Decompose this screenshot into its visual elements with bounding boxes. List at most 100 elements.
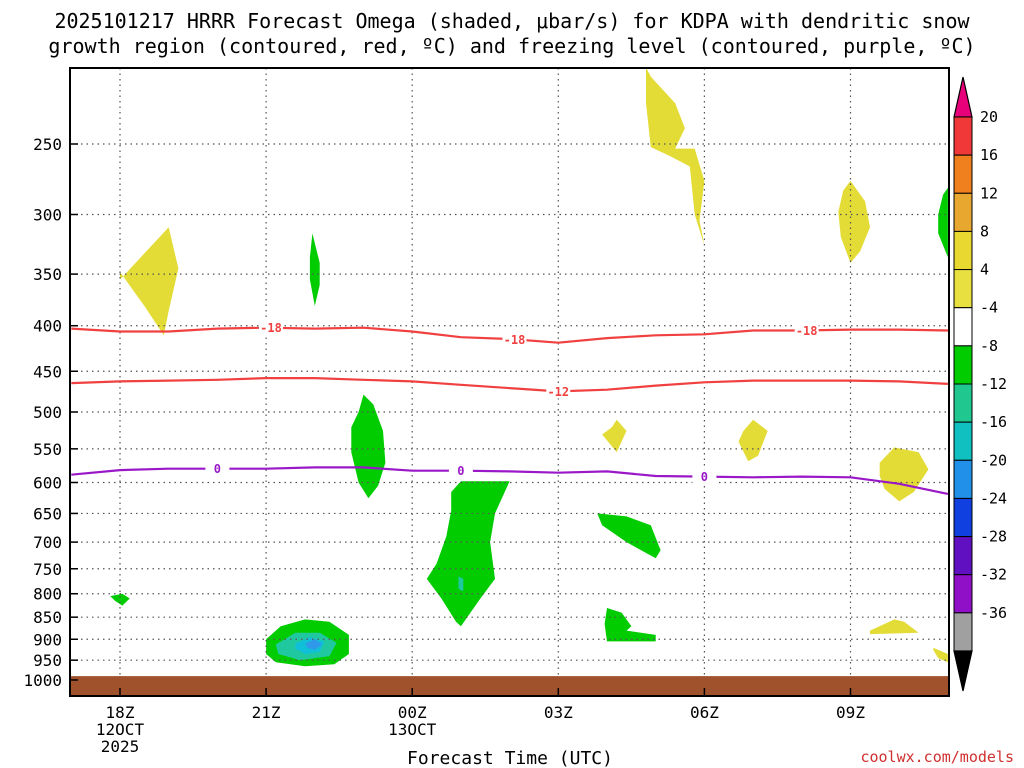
temperature-contours: -18 -18 -18 -12 0 0 0 xyxy=(71,320,949,495)
dendritic-upper-label: -18 xyxy=(504,333,526,347)
y-tick-label: 850 xyxy=(33,608,62,627)
grid-lines xyxy=(70,68,949,696)
colorbar-box xyxy=(953,497,973,538)
colorbar-box xyxy=(953,383,973,423)
y-tick-label: 800 xyxy=(33,585,62,604)
dendritic-lower-label-bg xyxy=(546,384,571,399)
freezing-level-label-bg xyxy=(448,463,473,478)
x-tick-label: 13OCT xyxy=(388,720,437,739)
freezing-level-label-bg xyxy=(692,469,717,484)
y-tick-label: 750 xyxy=(33,560,62,579)
dendritic-lower-line xyxy=(71,377,948,393)
omega-negative-2 xyxy=(351,394,386,499)
omega-negative-5 xyxy=(597,513,661,559)
colorbar-box xyxy=(953,192,973,232)
colorbar-box xyxy=(953,154,973,194)
y-tick-label: 350 xyxy=(33,265,62,284)
colorbar-box xyxy=(953,116,973,156)
colorbar-label: -28 xyxy=(980,528,1007,546)
ground-layer xyxy=(70,676,949,696)
colorbar-label: 20 xyxy=(980,108,998,126)
colorbar-label: 8 xyxy=(980,222,989,240)
dendritic-upper-label-bg xyxy=(502,332,527,347)
dendritic-lower-label: -12 xyxy=(547,385,569,399)
y-tick-label: 950 xyxy=(33,651,62,670)
omega-negative-4 xyxy=(426,481,510,627)
omega-negative-6 xyxy=(604,608,656,642)
colorbar-label: 4 xyxy=(980,261,989,279)
x-tick-label: 12OCT xyxy=(96,720,145,739)
omega-positive-7 xyxy=(870,619,919,635)
y-tick-label: 250 xyxy=(33,135,62,154)
y-tick-label: 450 xyxy=(33,362,62,381)
freezing-level-line xyxy=(71,466,949,495)
colorbar-top-arrow xyxy=(953,76,973,118)
colorbar-box xyxy=(953,536,973,576)
freezing-level-label: 0 xyxy=(457,464,464,478)
colorbar-box xyxy=(953,307,973,347)
colorbar-label: -12 xyxy=(980,375,1007,393)
plot-frame xyxy=(69,67,950,697)
colorbar: 20 16 12 8 4 -4 -8 -12 -16 -20 -24 -28 -32 -36 xyxy=(953,76,1007,692)
freezing-level-label: 0 xyxy=(214,462,221,476)
x-tick-label: 09Z xyxy=(836,703,865,722)
x-tick-label: 2025 xyxy=(101,737,140,756)
colorbar-box xyxy=(953,459,973,499)
y-tick-label: 1000 xyxy=(23,671,62,690)
y-tick-label: 300 xyxy=(33,205,62,224)
omega-shaded-regions xyxy=(110,68,948,667)
omega-positive-4 xyxy=(602,419,627,453)
colorbar-label: -4 xyxy=(980,299,998,317)
omega-positive-1 xyxy=(120,227,179,336)
colorbar-label: 16 xyxy=(980,146,998,164)
colorbar-box xyxy=(953,345,973,385)
omega-negative-12 xyxy=(458,576,464,592)
omega-negative-3 xyxy=(938,187,948,258)
dendritic-upper-label: -18 xyxy=(796,324,818,338)
ground-surface xyxy=(70,676,949,696)
omega-negative-7 xyxy=(110,593,130,606)
chart-title-line-2: growth region (contoured, red, ºC) and f… xyxy=(48,34,975,58)
colorbar-label: -8 xyxy=(980,337,998,355)
y-tick-label: 600 xyxy=(33,473,62,492)
y-tick-label: 700 xyxy=(33,533,62,552)
omega-positive-6 xyxy=(879,447,929,502)
colorbar-label: -16 xyxy=(980,413,1007,431)
colorbar-label: -20 xyxy=(980,451,1007,469)
x-tick-label: 18Z xyxy=(106,703,135,722)
colorbar-box xyxy=(953,574,973,614)
colorbar-label: -24 xyxy=(980,489,1007,507)
freezing-level-label-bg xyxy=(205,461,230,476)
x-tick-label: 06Z xyxy=(690,703,719,722)
y-tick-label: 900 xyxy=(33,630,62,649)
omega-positive-3 xyxy=(838,180,870,263)
dendritic-upper-label-bg xyxy=(794,323,819,338)
colorbar-box xyxy=(953,230,973,271)
x-axis-label: Forecast Time (UTC) xyxy=(407,748,613,768)
omega-negative-11 xyxy=(305,639,323,650)
colorbar-box xyxy=(953,421,973,461)
x-tick-label: 00Z xyxy=(398,703,427,722)
y-tick-label: 550 xyxy=(33,440,62,459)
chart-title-line-1: 2025101217 HRRR Forecast Omega (shaded, … xyxy=(54,9,970,33)
omega-positive-8 xyxy=(933,647,948,663)
dendritic-upper-label-bg xyxy=(258,320,283,335)
colorbar-box xyxy=(953,612,973,652)
colorbar-label: 12 xyxy=(980,184,998,202)
omega-positive-2 xyxy=(646,68,705,246)
y-tick-label: 500 xyxy=(33,403,62,422)
omega-positive-5 xyxy=(738,419,768,462)
pressure-axis: 250 300 350 400 450 500 550 600 650 700 750 800 850 9… xyxy=(23,135,78,690)
y-tick-label: 650 xyxy=(33,504,62,523)
colorbar-bottom-arrow xyxy=(953,650,973,692)
credit-link[interactable]: coolwx.com/models xyxy=(860,748,1014,766)
dendritic-upper-label: -18 xyxy=(260,321,282,335)
x-tick-label: 03Z xyxy=(544,703,573,722)
freezing-level-label: 0 xyxy=(701,470,708,484)
y-tick-label: 400 xyxy=(33,317,62,336)
colorbar-box xyxy=(953,269,973,309)
omega-negative-1 xyxy=(309,233,320,306)
colorbar-label: -36 xyxy=(980,604,1007,622)
